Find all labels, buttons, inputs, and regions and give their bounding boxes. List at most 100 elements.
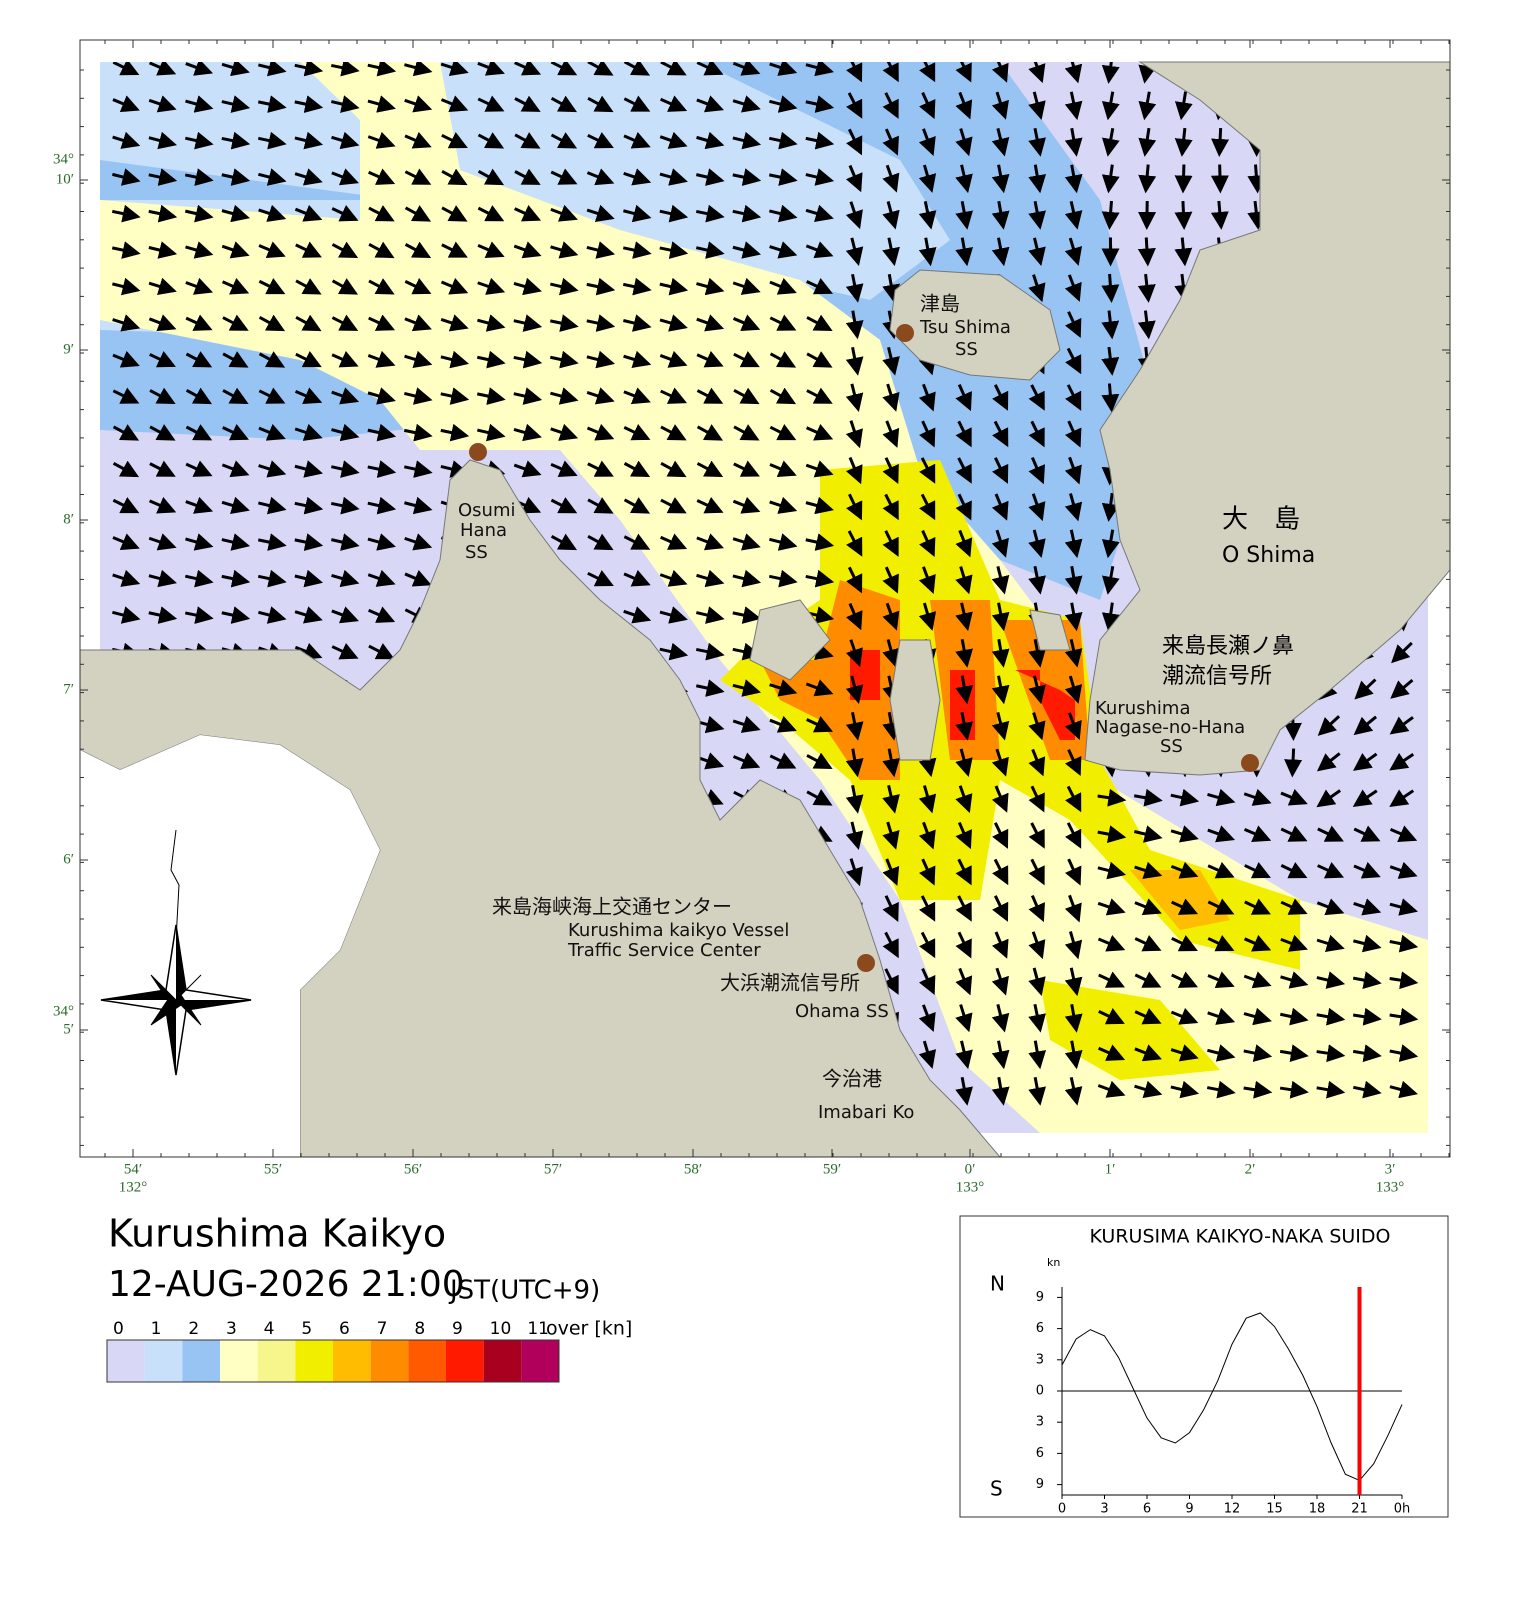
label: 津島 [920,292,960,316]
current-arrow [1110,274,1112,300]
y-tick-label: 9 [1036,1290,1044,1305]
lon-tick-label: 58′ [684,1161,702,1177]
legend-swatch [408,1340,446,1382]
label: Osumi [458,500,516,521]
lon-degree: 132° [119,1179,148,1195]
current-arrow [1183,165,1184,191]
label: O Shima [1222,543,1315,568]
legend-label: 8 [414,1319,425,1339]
lat-degree: 34° [53,1003,74,1019]
station [857,954,875,972]
legend-swatch [258,1340,296,1382]
y-tick-label: 0 [1036,1384,1044,1399]
lon-tick-label: 3′ [1385,1161,1396,1177]
lon-tick-label: 55′ [264,1161,282,1177]
lon-tick-label: 56′ [404,1161,422,1177]
label: SS [1160,736,1183,757]
label: Hana [460,520,507,541]
x-tick-label: 0 [1058,1502,1066,1517]
y-tick-label: 3 [1036,1352,1044,1367]
lon-tick-label: 1′ [1105,1161,1116,1177]
lat-tick-label: 6′ [63,851,74,867]
x-tick-label: 9 [1185,1502,1193,1517]
legend-label: 3 [226,1319,237,1339]
current-arrow [1255,165,1257,191]
label: 大浜潮流信号所 [720,971,860,995]
label: Traffic Service Center [567,940,761,961]
current-arrow [1110,201,1112,227]
label: Kurushima [1095,698,1190,719]
legend-label: 7 [377,1319,388,1339]
legend-label: 4 [264,1319,275,1339]
label: Imabari Ko [818,1102,914,1123]
x-tick-label: 6 [1143,1502,1151,1517]
label: 来島長瀬ノ鼻 [1162,634,1294,659]
label: SS [955,339,978,360]
legend-swatch [446,1340,484,1382]
tide-panel [960,1216,1448,1517]
legend-label: 5 [301,1319,312,1339]
lat-tick-label: 8′ [63,511,74,527]
lat-tick-label: 5′ [63,1021,74,1037]
label: Tsu Shima [919,317,1011,338]
legend-swatch [371,1340,409,1382]
station [896,324,914,342]
label: Ohama SS [795,1001,889,1022]
timezone: JST(UTC+9) [448,1276,600,1306]
lat-degree: 34° [53,151,74,167]
current-arrow [1219,128,1220,154]
label: 潮流信号所 [1162,664,1272,689]
lon-degree: 133° [956,1179,985,1195]
legend-swatch [521,1340,559,1382]
x-tick-label: 15 [1266,1502,1283,1517]
x-tick-label: 21 [1351,1502,1368,1517]
lat-tick-label: 9′ [63,341,74,357]
legend-label: 2 [188,1319,199,1339]
legend-label: 6 [339,1319,350,1339]
x-tick-label: 12 [1224,1502,1241,1517]
label: 今治港 [822,1067,882,1091]
north: N [990,1272,1005,1296]
legend-label: 0 [113,1319,124,1339]
station [1241,754,1259,772]
current-arrow [1292,749,1293,775]
legend-swatch [107,1340,145,1382]
legend-label: 9 [452,1319,463,1339]
legend-swatch [295,1340,333,1382]
current-arrow [1146,238,1147,264]
unit: kn [1047,1256,1060,1269]
lat-tick-label: 7′ [63,681,74,697]
lon-tick-label: 57′ [544,1161,562,1177]
label: SS [465,542,488,563]
label: 来島海峡海上交通センター [492,895,732,919]
label: Nagase-no-Hana [1095,717,1245,738]
legend-unit: over [kn] [546,1318,632,1340]
lon-tick-label: 54′ [124,1161,142,1177]
legend-swatch [484,1340,522,1382]
label: Kurushima kaikyo Vessel [568,920,789,941]
x-tick-label: 18 [1309,1502,1326,1517]
lon-tick-label: 59′ [823,1161,841,1177]
legend-swatch [182,1340,220,1382]
current-arrow [1220,165,1221,191]
x-tick-label: 0h [1394,1502,1411,1517]
tide-title: KURUSIMA KAIKYO-NAKA SUIDO [1089,1226,1390,1248]
title: Kurushima Kaikyo [108,1212,446,1256]
y-tick-label: 3 [1036,1415,1044,1430]
label: 大 島 [1222,505,1300,535]
legend-label: 10 [490,1319,512,1339]
lat-tick-label: 10′ [56,171,74,187]
lon-tick-label: 2′ [1245,1161,1256,1177]
y-tick-label: 6 [1036,1321,1044,1336]
x-tick-label: 3 [1100,1502,1108,1517]
south: S [990,1477,1003,1501]
lon-degree: 133° [1376,1179,1405,1195]
legend-label: 1 [151,1319,162,1339]
y-tick-label: 9 [1036,1477,1044,1492]
legend-swatch [220,1340,258,1382]
lon-tick-label: 0′ [965,1161,976,1177]
legend-swatch [145,1340,183,1382]
